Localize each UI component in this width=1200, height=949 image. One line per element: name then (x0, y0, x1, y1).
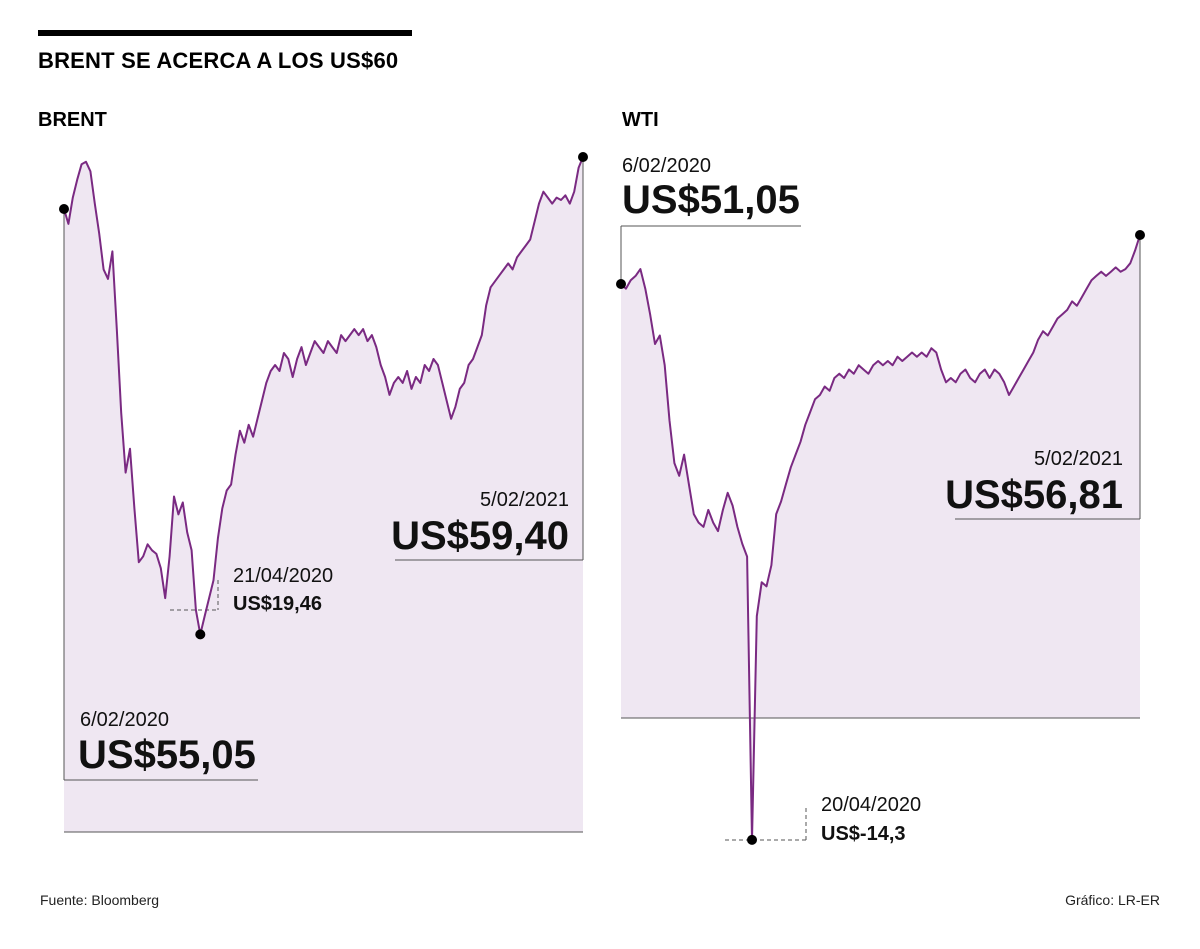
brent-area (64, 157, 583, 832)
brent-start-date: 6/02/2020 (80, 709, 169, 731)
brent-panel-title: BRENT (38, 109, 107, 131)
wti-min-price: US$-14,3 (821, 823, 906, 845)
brent-min-price: US$19,46 (233, 593, 322, 615)
brent-end-dot (578, 152, 588, 162)
brent-start-price: US$55,05 (78, 733, 256, 777)
wti-start-price: US$51,05 (622, 178, 800, 222)
source-note: Fuente: Bloomberg (40, 892, 160, 908)
chart-title: BRENT SE ACERCA A LOS US$60 (38, 48, 399, 73)
brent-chart: 6/02/2020 US$55,05 21/04/2020 US$19,46 5… (59, 152, 588, 833)
wti-panel-title: WTI (622, 109, 659, 131)
wti-end-dot (1135, 230, 1145, 240)
brent-min-dot (195, 629, 206, 640)
brent-line (63, 156, 584, 636)
brent-start-dot (59, 204, 69, 214)
wti-end-date: 5/02/2021 (1034, 448, 1123, 470)
wti-min-date: 20/04/2020 (821, 794, 921, 816)
wti-line (620, 234, 1141, 841)
wti-start-date: 6/02/2020 (622, 155, 711, 177)
title-rule (38, 30, 412, 36)
wti-area (621, 235, 1140, 840)
wti-chart: 6/02/2020 US$51,05 20/04/2020 US$-14,3 5… (616, 155, 1145, 845)
wti-end-price: US$56,81 (945, 473, 1123, 517)
wti-start-dot (616, 279, 626, 289)
credit-note: Gráfico: LR-ER (1065, 892, 1160, 908)
wti-min-dot (747, 834, 757, 845)
brent-end-date: 5/02/2021 (480, 489, 569, 511)
brent-end-price: US$59,40 (391, 514, 569, 558)
brent-min-date: 21/04/2020 (233, 565, 333, 587)
